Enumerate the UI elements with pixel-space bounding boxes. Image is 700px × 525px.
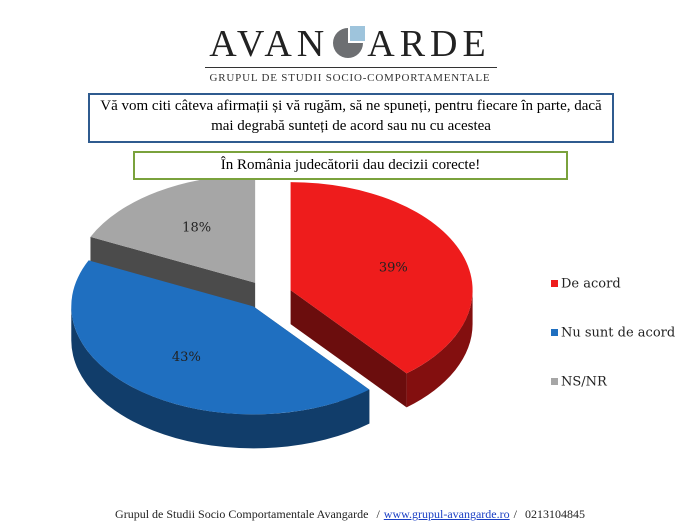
footer-link[interactable]: www.grupul-avangarde.ro [383,507,510,521]
logo: AVAN ARDE [0,22,700,66]
logo-right: ARDE [367,23,491,65]
chart-title: În România judecătorii dau decizii corec… [133,151,568,180]
legend-label: De acord [561,277,621,292]
footer-phone: 0213104845 [524,507,585,521]
legend-label: Nu sunt de acord [561,326,675,341]
pie-slice [290,182,473,374]
slice-side [406,290,473,408]
data-label: 43% [172,350,201,365]
question-box: Vă vom citi câteva afirmații și vă rugăm… [88,93,614,143]
chart: 39% 43% 18% De acord Nu sunt de acord NS/NR [71,180,675,449]
legend-swatch [551,329,558,336]
footer-org: Grupul de Studii Socio Comportamentale A… [115,507,369,521]
footer-sep: / [376,507,380,521]
slice-wall [290,290,407,408]
data-label: 39% [379,261,408,276]
footer-sep: / [513,507,517,521]
pie-slice [90,180,256,283]
slice-side [71,306,370,449]
legend-label: NS/NR [561,375,608,390]
logo-rule [205,67,497,68]
logo-left: AVAN [209,23,330,65]
logo-subtitle: GRUPUL DE STUDII SOCIO-COMPORTAMENTALE [209,72,491,84]
data-label: 18% [182,221,211,236]
logo-icon [333,26,366,58]
legend-swatch [551,378,558,385]
pie-slice [71,260,370,415]
footer: Grupul de Studii Socio Comportamentale A… [0,507,700,522]
legend-swatch [551,280,558,287]
